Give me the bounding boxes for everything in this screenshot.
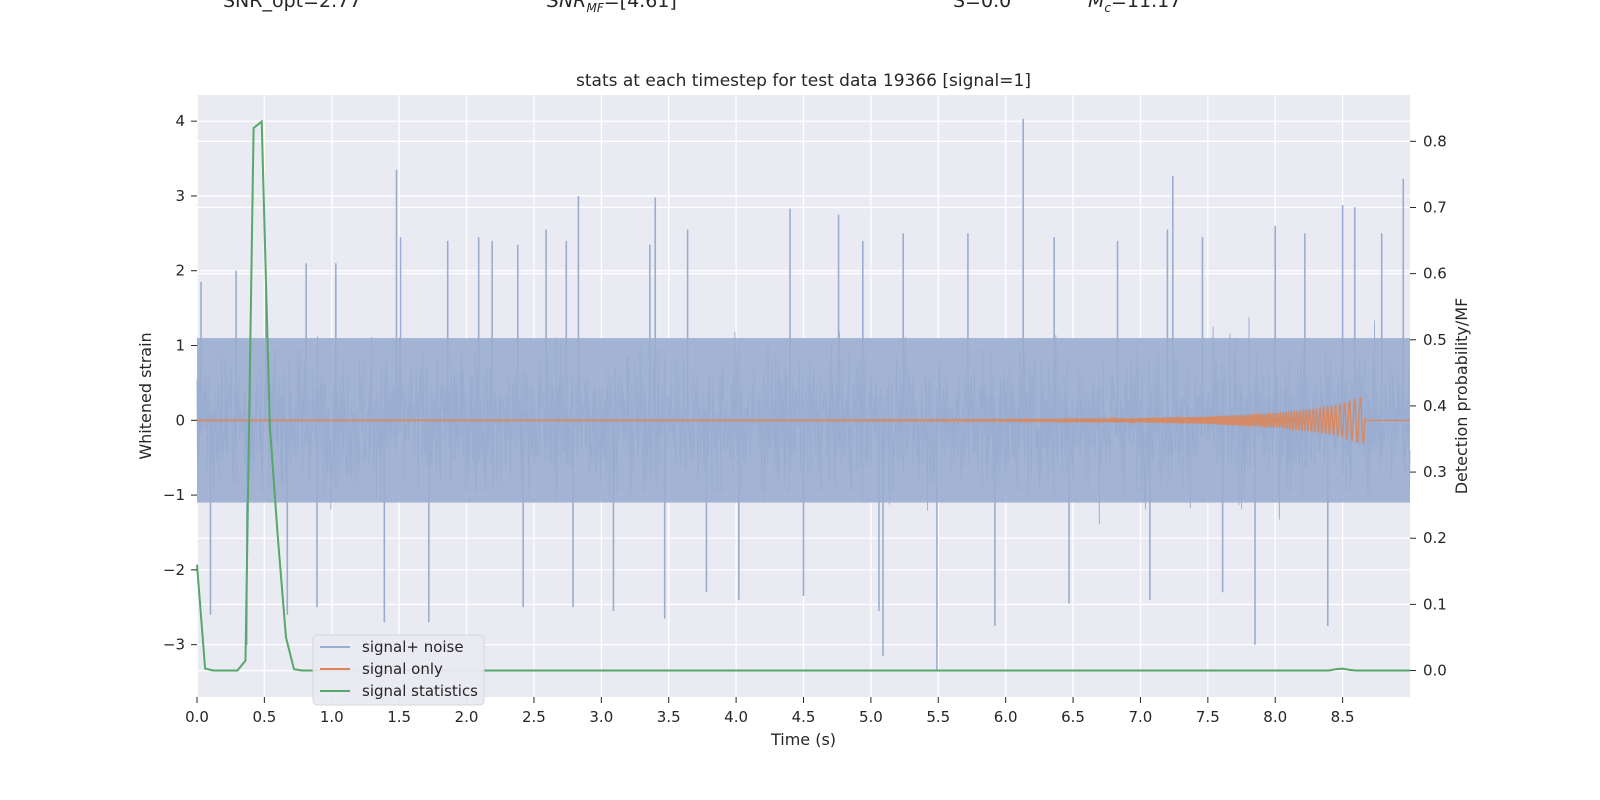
y-right-tick-label: 0.3 [1423, 463, 1447, 481]
mc-base: M [1088, 0, 1105, 12]
y-right-tick-label: 0.5 [1423, 331, 1447, 349]
x-tick-label: 8.5 [1331, 708, 1355, 726]
y-left-axis-label: Whitened strain [136, 332, 155, 459]
x-tick-label: 4.5 [792, 708, 816, 726]
x-tick-label: 0.0 [185, 708, 209, 726]
snr-mf-stat: SNRMF=[4.61] [547, 0, 677, 15]
x-tick-label: 7.5 [1196, 708, 1220, 726]
y-left-tick-label: 4 [175, 112, 185, 130]
x-tick-label: 2.0 [455, 708, 479, 726]
statistics-line [196, 119, 1410, 672]
y-right-tick-label: 0.1 [1423, 595, 1447, 613]
legend-label: signal only [362, 660, 443, 678]
x-tick-label: 5.0 [859, 708, 883, 726]
snr-mf-sub: MF [586, 0, 604, 15]
chart-title: stats at each timestep for test data 193… [576, 71, 1031, 91]
x-tick-label: 3.5 [657, 708, 681, 726]
x-tick-label: 2.5 [522, 708, 546, 726]
signal-only-series [196, 396, 1410, 445]
signal-statistics-series [196, 119, 1410, 672]
mc-value: =11.17 [1111, 0, 1182, 12]
x-tick-label: 4.0 [724, 708, 748, 726]
y-right-tick-label: 0.2 [1423, 529, 1447, 547]
header-stats: SNR_opt=2.77 SNRMF=[4.61] S=0.0 Mc=11.17 [0, 0, 1600, 30]
x-tick-label: 6.0 [994, 708, 1018, 726]
y-right-tick-label: 0.7 [1423, 198, 1447, 216]
x-tick-label: 6.5 [1061, 708, 1085, 726]
y-right-tick-label: 0.8 [1423, 132, 1447, 150]
x-tick-label: 1.0 [320, 708, 344, 726]
signal-trace [196, 396, 1410, 445]
y-left-tick-label: 3 [175, 187, 185, 205]
y-left-tick-label: −1 [163, 486, 185, 504]
x-tick-label: 3.0 [589, 708, 613, 726]
s-stat: S=0.0 [953, 0, 1012, 12]
y-right-tick-label: 0.0 [1423, 662, 1447, 680]
y-left-tick-label: −3 [163, 636, 185, 654]
y-left-tick-label: 0 [175, 411, 185, 429]
x-tick-label: 0.5 [252, 708, 276, 726]
y-left-tick-label: 1 [175, 337, 185, 355]
legend-label: signal+ noise [362, 638, 464, 656]
y-right-tick-label: 0.6 [1423, 265, 1447, 283]
x-tick-label: 5.5 [926, 708, 950, 726]
mc-stat: Mc=11.17 [1088, 0, 1181, 15]
legend: signal+ noise signal only signal statistic… [312, 634, 485, 706]
axes: 0.0 0.5 1.0 1.5 2.0 2.5 3.0 3.5 4.0 4.5 5.0 5.5 6.0 6… [163, 112, 1447, 726]
y-left-tick-label: 2 [175, 262, 185, 280]
snr-mf-base: SNR [547, 0, 587, 12]
x-axis-label: Time (s) [770, 730, 836, 749]
legend-label: signal statistics [362, 682, 478, 700]
x-tick-label: 7.0 [1129, 708, 1153, 726]
mc-sub: c [1104, 0, 1112, 15]
x-tick-label: 8.0 [1263, 708, 1287, 726]
y-right-tick-label: 0.4 [1423, 397, 1447, 415]
x-tick-label: 1.5 [387, 708, 411, 726]
legend-box [312, 634, 485, 706]
y-right-axis-label: Detection probability/MF [1452, 298, 1471, 495]
snr-opt-stat: SNR_opt=2.77 [223, 0, 362, 12]
snr-mf-value: =[4.61] [603, 0, 677, 12]
y-left-tick-label: −2 [163, 561, 185, 579]
